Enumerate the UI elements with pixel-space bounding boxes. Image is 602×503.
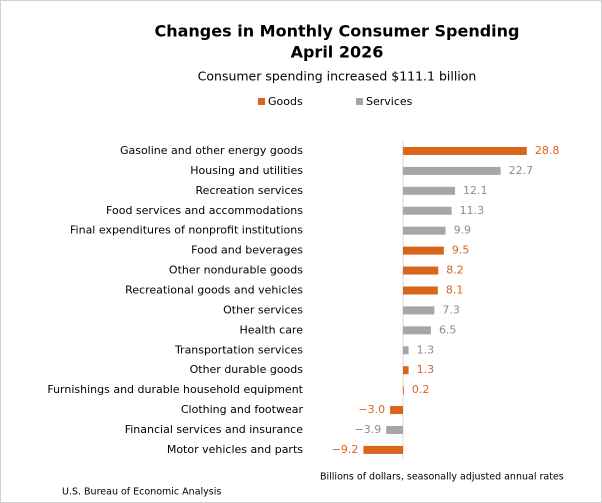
category-label: Final expenditures of nonprofit institut… [70,224,303,237]
axis-label: Billions of dollars, seasonally adjusted… [320,472,564,483]
category-label: Housing and utilities [190,164,303,177]
bar [403,226,446,235]
bar [403,246,444,255]
legend-label: Services [366,95,413,108]
chart-title: Changes in Monthly Consumer Spending [154,22,519,41]
chart-title: April 2026 [291,43,384,62]
value-label: 12.1 [463,184,488,197]
value-label: −3.9 [355,423,382,436]
value-label: 7.3 [442,303,460,316]
value-label: 1.3 [417,343,435,356]
category-label: Financial services and insurance [125,423,303,436]
value-label: 6.5 [439,323,457,336]
value-label: 1.3 [417,363,435,376]
category-label: Furnishings and durable household equipm… [47,383,303,396]
value-label: 8.2 [446,264,464,277]
bar [403,366,409,375]
bar [390,406,403,415]
legend-label: Goods [268,95,303,108]
value-label: −3.0 [358,403,385,416]
bar [403,346,409,355]
value-label: 28.8 [535,144,560,157]
category-label: Health care [240,323,304,336]
category-label: Motor vehicles and parts [167,443,303,456]
bar [403,266,439,275]
category-label: Clothing and footwear [181,403,304,416]
value-label: 9.5 [452,244,470,257]
chart-subtitle: Consumer spending increased $111.1 billi… [198,69,477,84]
category-label: Other durable goods [190,363,304,376]
category-label: Food services and accommodations [106,204,303,217]
bar [403,386,404,395]
bar [363,445,403,454]
value-label: 22.7 [509,164,534,177]
value-label: −9.2 [332,443,359,456]
bar [386,425,403,434]
legend-swatch [356,98,363,105]
value-label: 9.9 [454,224,472,237]
bar [403,306,435,315]
category-label: Recreation services [196,184,304,197]
category-label: Other services [223,303,303,316]
value-label: 8.1 [446,283,464,296]
bar [403,146,527,155]
category-label: Other nondurable goods [169,264,303,277]
category-label: Transportation services [174,343,303,356]
bar [403,286,438,295]
source: U.S. Bureau of Economic Analysis [62,487,221,498]
bar [403,186,456,195]
legend-swatch [258,98,265,105]
category-label: Recreational goods and vehicles [125,283,303,296]
value-label: 0.2 [412,383,430,396]
category-label: Gasoline and other energy goods [120,144,303,157]
value-label: 11.3 [460,204,485,217]
bar [403,206,452,215]
category-label: Food and beverages [191,244,303,257]
bar [403,326,431,335]
bar [403,166,501,175]
